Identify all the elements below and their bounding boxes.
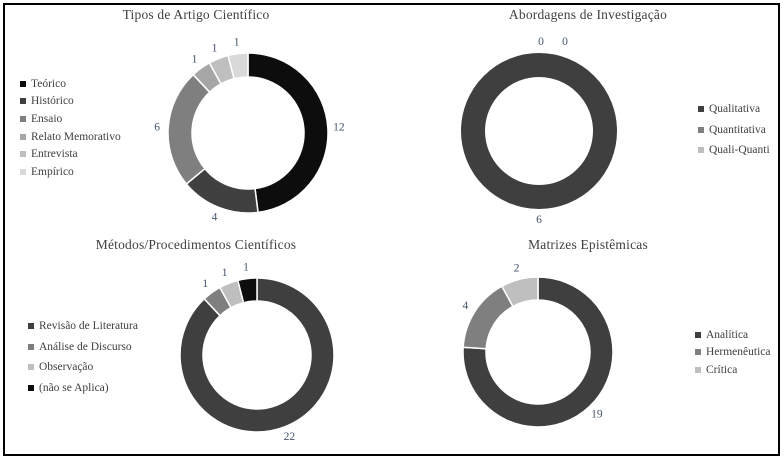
chart-metodos: Métodos/Procedimentos Científicos Revisã…	[0, 230, 392, 459]
legend-item: Analítica	[695, 326, 771, 344]
legend-marker	[698, 106, 704, 113]
chart-legend: Teórico Histórico Ensaio Relato Memorativo E…	[20, 75, 121, 181]
donut-chart: 6 0 0	[461, 36, 617, 226]
donut-slice	[462, 285, 514, 350]
legend-item: Empírico	[20, 163, 121, 181]
chart-legend: Qualitativa Quantitativa Quali-Quanti	[698, 99, 770, 161]
data-label: 6	[154, 121, 160, 133]
chart-title: Tipos de Artigo Científico	[122, 7, 270, 22]
legend-label: Empírico	[31, 165, 74, 178]
donut-slice	[227, 52, 249, 80]
chart-matrizes: Matrizes Epistêmicas Analítica Hermenêuti…	[392, 230, 784, 459]
donut-slice	[167, 73, 211, 186]
legend-marker	[20, 133, 26, 140]
data-label: 2	[514, 263, 520, 275]
data-label: 0	[538, 36, 544, 48]
data-label: 0	[562, 36, 568, 48]
donut-chart: 22 1 1 1	[179, 262, 335, 443]
legend-marker	[695, 349, 701, 356]
data-label: 4	[212, 212, 218, 224]
legend-marker	[695, 366, 701, 373]
legend-item: (não se Aplica)	[28, 378, 138, 399]
legend-item: Quantitativa	[698, 120, 770, 141]
data-label: 1	[192, 53, 198, 65]
data-label: 1	[222, 267, 228, 279]
legend-item: Quali-Quanti	[698, 140, 770, 161]
legend-label: Histórico	[31, 95, 74, 108]
legend-marker	[698, 147, 704, 154]
legend-label: Crítica	[706, 363, 738, 376]
legend-label: Revisão de Literatura	[39, 320, 138, 333]
chart-title: Métodos/Procedimentos Científicos	[95, 237, 297, 252]
chart-legend: Revisão de Literatura Análise de Discurso…	[28, 316, 138, 398]
data-label: 1	[202, 278, 208, 290]
legend-marker	[20, 98, 26, 105]
legend-item: Entrevista	[20, 145, 121, 163]
data-label: 1	[212, 42, 218, 54]
legend-item: Qualitativa	[698, 99, 770, 120]
legend-label: Relato Memorativo	[31, 130, 121, 143]
legend-label: Teórico	[31, 77, 66, 90]
legend-item: Histórico	[20, 93, 121, 111]
legend-label: Quantitativa	[709, 123, 766, 136]
legend-item: Revisão de Literatura	[28, 316, 138, 337]
data-label: 1	[243, 262, 249, 274]
data-label: 19	[591, 409, 603, 421]
data-label: 6	[536, 214, 542, 226]
chart-legend: Analítica Hermenêutica Crítica	[695, 326, 771, 379]
legend-label: (não se Aplica)	[39, 381, 109, 394]
legend-marker	[28, 364, 34, 371]
legend-marker	[20, 168, 26, 175]
legend-label: Analítica	[706, 328, 749, 341]
chart-title: Matrizes Epistêmicas	[528, 237, 648, 252]
legend-item: Teórico	[20, 75, 121, 93]
legend-item: Relato Memorativo	[20, 128, 121, 146]
legend-item: Hermenêutica	[695, 344, 771, 362]
donut-slice	[462, 276, 614, 428]
legend-label: Ensaio	[31, 112, 63, 125]
donut-chart: 12 4 6 1 1 1	[154, 37, 345, 224]
legend-marker	[695, 331, 701, 338]
legend-marker	[20, 151, 26, 158]
legend-item: Crítica	[695, 361, 771, 379]
legend-label: Observação	[39, 361, 94, 374]
data-label: 22	[284, 431, 296, 443]
donut-slice	[179, 277, 335, 433]
legend-label: Quali-Quanti	[709, 144, 770, 157]
legend-item: Observação	[28, 357, 138, 378]
legend-marker	[28, 384, 34, 391]
legend-item: Ensaio	[20, 110, 121, 128]
legend-marker	[28, 343, 34, 350]
legend-marker	[28, 323, 34, 330]
legend-label: Análise de Discurso	[39, 340, 132, 353]
donut-slice	[461, 53, 617, 209]
legend-marker	[20, 115, 26, 122]
chart-abordagens: Abordagens de Investigação Qualitativa Qu…	[392, 0, 784, 230]
chart-title: Abordagens de Investigação	[508, 7, 668, 22]
legend-marker	[20, 80, 26, 87]
data-label: 4	[463, 300, 469, 312]
chart-tipos-de-artigo: Tipos de Artigo Científico Teórico Histór…	[0, 0, 392, 230]
legend-marker	[698, 126, 704, 133]
legend-label: Hermenêutica	[706, 346, 771, 359]
data-label: 1	[234, 37, 240, 49]
donut-slice	[236, 277, 258, 304]
data-label: 12	[333, 121, 345, 133]
donut-slice	[500, 276, 539, 308]
legend-label: Entrevista	[31, 148, 78, 161]
legend-item: Análise de Discurso	[28, 337, 138, 358]
donut-slice	[247, 52, 329, 214]
legend-label: Qualitativa	[709, 103, 761, 116]
